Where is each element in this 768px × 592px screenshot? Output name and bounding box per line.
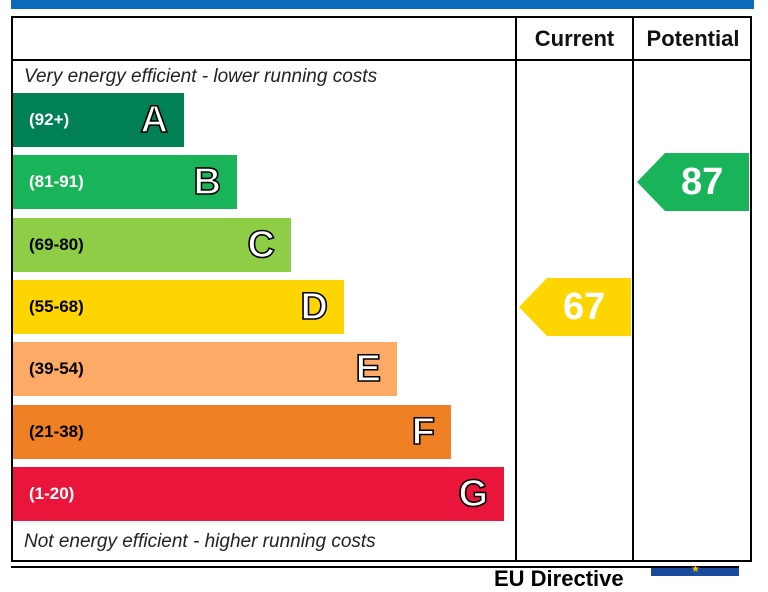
band-range-label: (1-20) — [29, 484, 75, 503]
potential-rating-value: 87 — [681, 161, 724, 203]
band-range-label: (81-91) — [29, 172, 84, 191]
eu-star-icon: ★ — [691, 564, 700, 575]
band-range-label: (92+) — [29, 110, 70, 129]
potential-column-header: Potential — [646, 26, 740, 51]
top-note: Very energy efficient - lower running co… — [24, 66, 378, 87]
band-d: (55-68) D — [13, 280, 344, 334]
current-arrow-shape — [519, 278, 631, 336]
header-divider — [11, 59, 752, 61]
current-column-divider — [515, 16, 517, 562]
band-letter: F — [411, 410, 436, 454]
band-letter: C — [247, 223, 276, 267]
eu-flag-logo: ★ — [651, 564, 739, 576]
potential-column-divider — [632, 16, 634, 562]
band-letter: B — [193, 160, 222, 204]
band-b: (81-91) B — [13, 155, 237, 209]
band-letter: E — [355, 347, 382, 391]
band-letter: D — [300, 285, 329, 329]
band-letter: A — [140, 98, 169, 142]
band-c: (69-80) C — [13, 218, 291, 272]
potential-arrow-shape — [637, 153, 749, 211]
bottom-note: Not energy efficient - higher running co… — [24, 531, 376, 552]
footer-directive-text: EU Directive — [494, 566, 624, 591]
top-accent-bar — [11, 0, 754, 9]
potential-rating-arrow: 87 — [637, 153, 749, 211]
band-range-label: (39-54) — [29, 359, 84, 378]
band-e: (39-54) E — [13, 342, 397, 396]
band-a: (92+) A — [13, 93, 184, 147]
epc-chart-frame — [11, 16, 752, 562]
footer-divider — [11, 566, 739, 568]
current-rating-arrow: 67 — [519, 278, 631, 336]
band-letter: G — [458, 472, 489, 516]
current-rating-value: 67 — [563, 286, 606, 328]
band-range-label: (69-80) — [29, 235, 84, 254]
band-f: (21-38) F — [13, 405, 451, 459]
current-column-header: Current — [534, 26, 615, 51]
band-g: (1-20) G — [13, 467, 504, 521]
band-range-label: (21-38) — [29, 422, 84, 441]
band-range-label: (55-68) — [29, 297, 84, 316]
